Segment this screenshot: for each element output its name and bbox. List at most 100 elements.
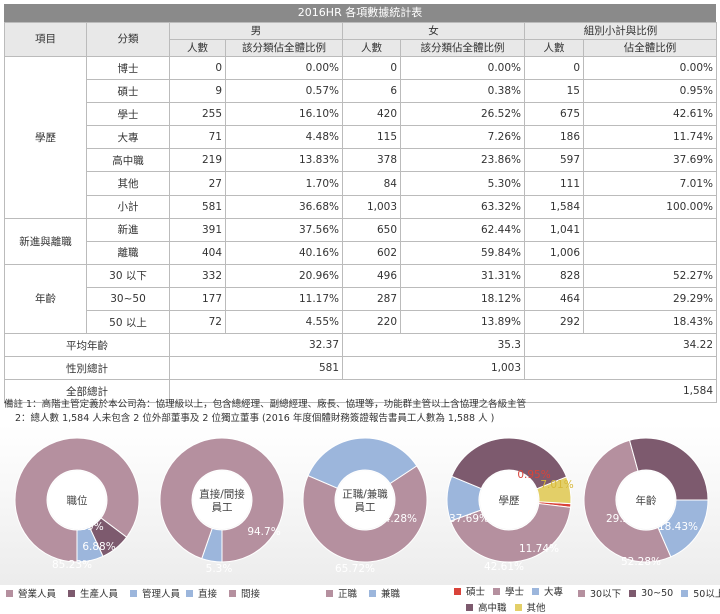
legend-indirect-label: 間接: [241, 589, 261, 600]
legend-swatch: [466, 603, 473, 611]
total-count-cell: 1,584: [524, 194, 584, 219]
note-1: 備註 1：高階主管定義於本公司為：協理級以上，包含總經理、副總經理、廠長、協理等…: [4, 399, 527, 410]
donut-value-label: 65.72%: [335, 563, 375, 575]
male-ratio-cell: 40.16%: [225, 240, 343, 265]
category-cell: 其他: [86, 171, 170, 196]
donut-slice: [14, 437, 140, 563]
avg-age-total: 34.22: [524, 333, 717, 358]
category-cell: 小計: [86, 194, 170, 219]
gender-total-male: 581: [169, 356, 343, 381]
total-ratio-cell: 42.61%: [583, 102, 717, 127]
male-ratio-cell: 4.55%: [225, 310, 343, 335]
legend-age-over50: 50以上: [693, 589, 720, 600]
male-count-cell: 219: [169, 148, 226, 173]
legend-direct: 直接 間接: [186, 586, 272, 600]
category-cell: 離職: [86, 240, 170, 265]
donut-hole: [480, 471, 538, 529]
legend-parttime: 兼職: [381, 589, 401, 600]
donut-value-label: 5.3%: [206, 563, 233, 575]
total-count-cell: 0: [524, 55, 584, 81]
legend-direct-label: 直接: [198, 589, 218, 600]
total-count-cell: 828: [524, 263, 584, 288]
notes: 備註 1：高階主管定義於本公司為：協理級以上，包含總經理、副總經理、廠長、協理等…: [4, 398, 526, 426]
header-subtotal: 組別小計與比例: [524, 22, 717, 40]
female-count-cell: 0: [342, 55, 401, 81]
total-count-cell: 464: [524, 286, 584, 312]
male-count-cell: 71: [169, 125, 226, 150]
female-ratio-cell: 59.84%: [400, 240, 525, 265]
female-ratio-cell: 31.31%: [400, 263, 525, 288]
donut-value-label: 37.69%: [449, 513, 489, 525]
legend-sales: 營業人員: [18, 589, 57, 600]
legend-swatch: [681, 589, 689, 597]
legend-swatch: [493, 587, 501, 595]
header-male: 男: [169, 22, 343, 40]
header-female-ratio: 該分類佔全體比例: [400, 39, 525, 57]
donut-value-label: 94.7%: [247, 526, 280, 538]
total-count-cell: 15: [524, 79, 584, 104]
legend-management: 管理人員: [142, 589, 181, 600]
legend-age-30-50: 30~50: [641, 587, 674, 599]
summary-row: 平均年齡 32.37 35.3 34.22: [4, 333, 717, 358]
male-ratio-cell: 20.96%: [225, 263, 343, 288]
male-count-cell: 27: [169, 171, 226, 196]
female-count-cell: 650: [342, 217, 401, 242]
donut-slice: [302, 465, 428, 563]
row-group-education: 學歷: [4, 56, 87, 219]
table-row: 30~50 177 11.17% 287 18.12% 464 29.29%: [5, 286, 717, 312]
category-cell: 大專: [86, 125, 170, 150]
legend-education: 碩士 學士 大專 高中職 其他: [454, 584, 574, 614]
donut-center-label: 正職/兼職: [342, 488, 388, 501]
donut-value-label: 7.01%: [540, 479, 573, 491]
donut-center-label: 學歷: [499, 494, 520, 507]
legend-swatch: [532, 587, 540, 595]
table-row: 小計 581 36.68% 1,003 63.32% 1,584 100.00%: [5, 194, 717, 219]
female-ratio-cell: 26.52%: [400, 102, 525, 127]
legend-swatch: [369, 589, 377, 597]
female-ratio-cell: 62.44%: [400, 217, 525, 242]
row-group-age: 年齡: [4, 263, 87, 335]
table-title: 2016HR 各項數據統計表: [4, 4, 716, 22]
donut-center-label: 年齡: [636, 494, 657, 507]
female-ratio-cell: 0.00%: [400, 55, 525, 81]
male-ratio-cell: 0.00%: [225, 55, 343, 81]
donut-slice: [76, 526, 104, 563]
donut-value-label: 7.89%: [70, 521, 103, 533]
overall-total-value: 1,584: [169, 379, 717, 404]
male-ratio-cell: 0.57%: [225, 79, 343, 104]
legend-swatch: [68, 589, 76, 597]
male-count-cell: 9: [169, 79, 226, 104]
summary-row: 全部總計 1,584: [4, 379, 717, 404]
donut-slice: [451, 437, 568, 490]
legend-swatch: [6, 589, 13, 597]
male-ratio-cell: 1.70%: [225, 171, 343, 196]
table-row: 離職 404 40.16% 602 59.84% 1,006: [5, 240, 717, 265]
total-ratio-cell: 11.74%: [583, 125, 717, 150]
charts-area: 職位 85.23% 7.89% 6.88% 直接/間接 員工 5.3% 94.7% 正職/兼職員…: [0, 425, 720, 614]
header-male-count: 人數: [169, 39, 226, 57]
female-ratio-cell: 7.26%: [400, 125, 525, 150]
donut-center-label: 員工: [355, 502, 376, 514]
male-count-cell: 404: [169, 240, 226, 265]
male-ratio-cell: 11.17%: [225, 286, 343, 312]
category-cell: 新進: [86, 217, 170, 242]
donut-hole: [193, 471, 251, 529]
legend-position: 營業人員 生產人員 管理人員: [6, 586, 192, 600]
table-row: 其他 27 1.70% 84 5.30% 111 7.01%: [5, 171, 717, 196]
avg-age-female: 35.3: [342, 333, 525, 358]
donut-slice: [657, 499, 709, 558]
male-ratio-cell: 13.83%: [225, 148, 343, 173]
total-count-cell: 1,041: [524, 217, 584, 242]
female-ratio-cell: 5.30%: [400, 171, 525, 196]
female-count-cell: 1,003: [342, 194, 401, 219]
total-count-cell: 111: [524, 171, 584, 196]
table-row: 高中職 219 13.83% 378 23.86% 597 37.69%: [5, 148, 717, 173]
total-count-cell: 186: [524, 125, 584, 150]
female-count-cell: 220: [342, 310, 401, 335]
donut-hole: [48, 471, 106, 529]
total-ratio-cell: 0.00%: [583, 55, 717, 81]
header-total-ratio: 佔全體比例: [583, 39, 717, 57]
donut-center-label: 員工: [212, 502, 233, 514]
male-ratio-cell: 16.10%: [225, 102, 343, 127]
